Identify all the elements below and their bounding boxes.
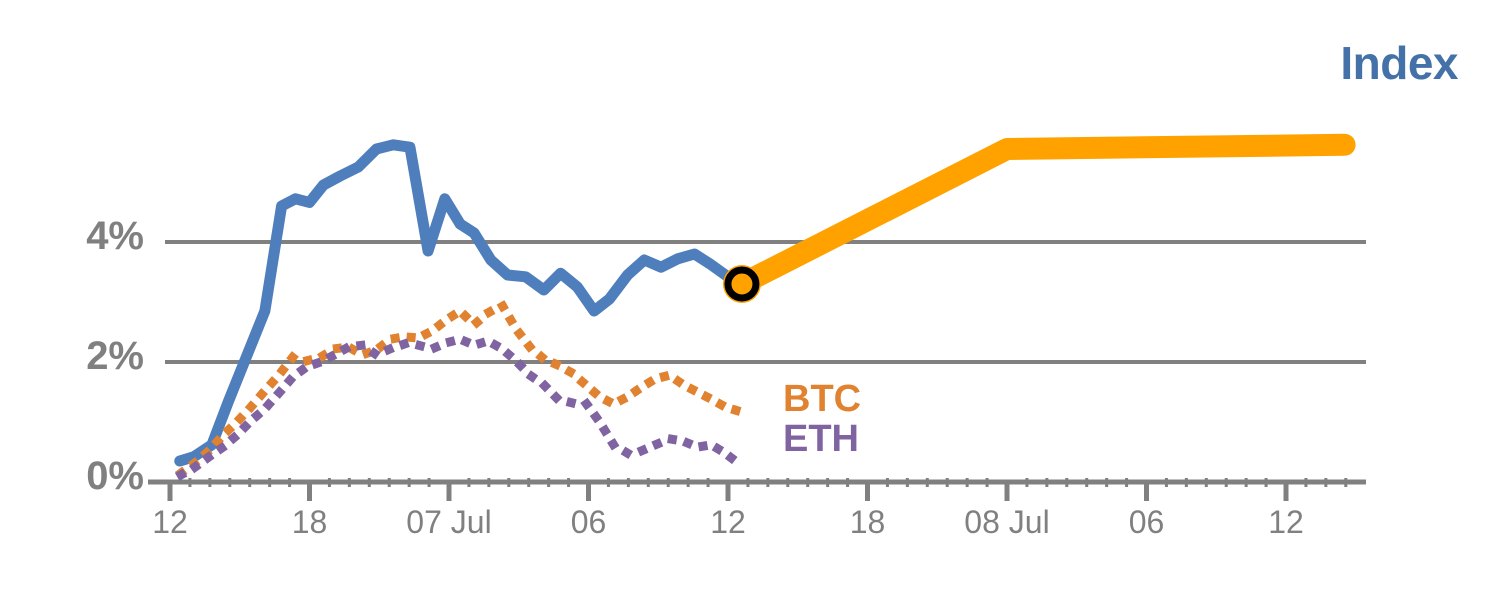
x-tick-label-2: 07 Jul [406, 504, 492, 540]
x-tick-label-6: 08 Jul [964, 504, 1050, 540]
series-line-eth [175, 334, 746, 481]
y-tick-label-4: 4% [86, 214, 144, 258]
x-tick-label-0: 12 [152, 504, 188, 540]
x-tick-label-4: 12 [710, 504, 746, 540]
series-label-eth: ETH [783, 418, 859, 460]
current-value-marker[interactable] [722, 265, 761, 303]
x-tick-label-3: 06 [570, 504, 607, 540]
marker-ring [724, 266, 760, 302]
series-label-btc: BTC [783, 378, 862, 420]
x-tick-label-7: 06 [1128, 504, 1165, 540]
series-line-forecast [730, 133, 1356, 295]
x-tick-label-5: 18 [849, 504, 886, 540]
x-axis-ticks [167, 478, 1348, 501]
x-tick-label-8: 12 [1268, 504, 1304, 540]
series-line-index [174, 139, 748, 467]
chart-title: Index [1340, 37, 1458, 89]
series-line-btc [174, 300, 745, 480]
x-tick-label-1: 18 [291, 504, 328, 540]
data-series [174, 133, 1356, 481]
gridlines [165, 240, 1366, 364]
y-tick-label-2: 2% [86, 334, 144, 378]
y-tick-label-0: 0% [86, 454, 144, 498]
